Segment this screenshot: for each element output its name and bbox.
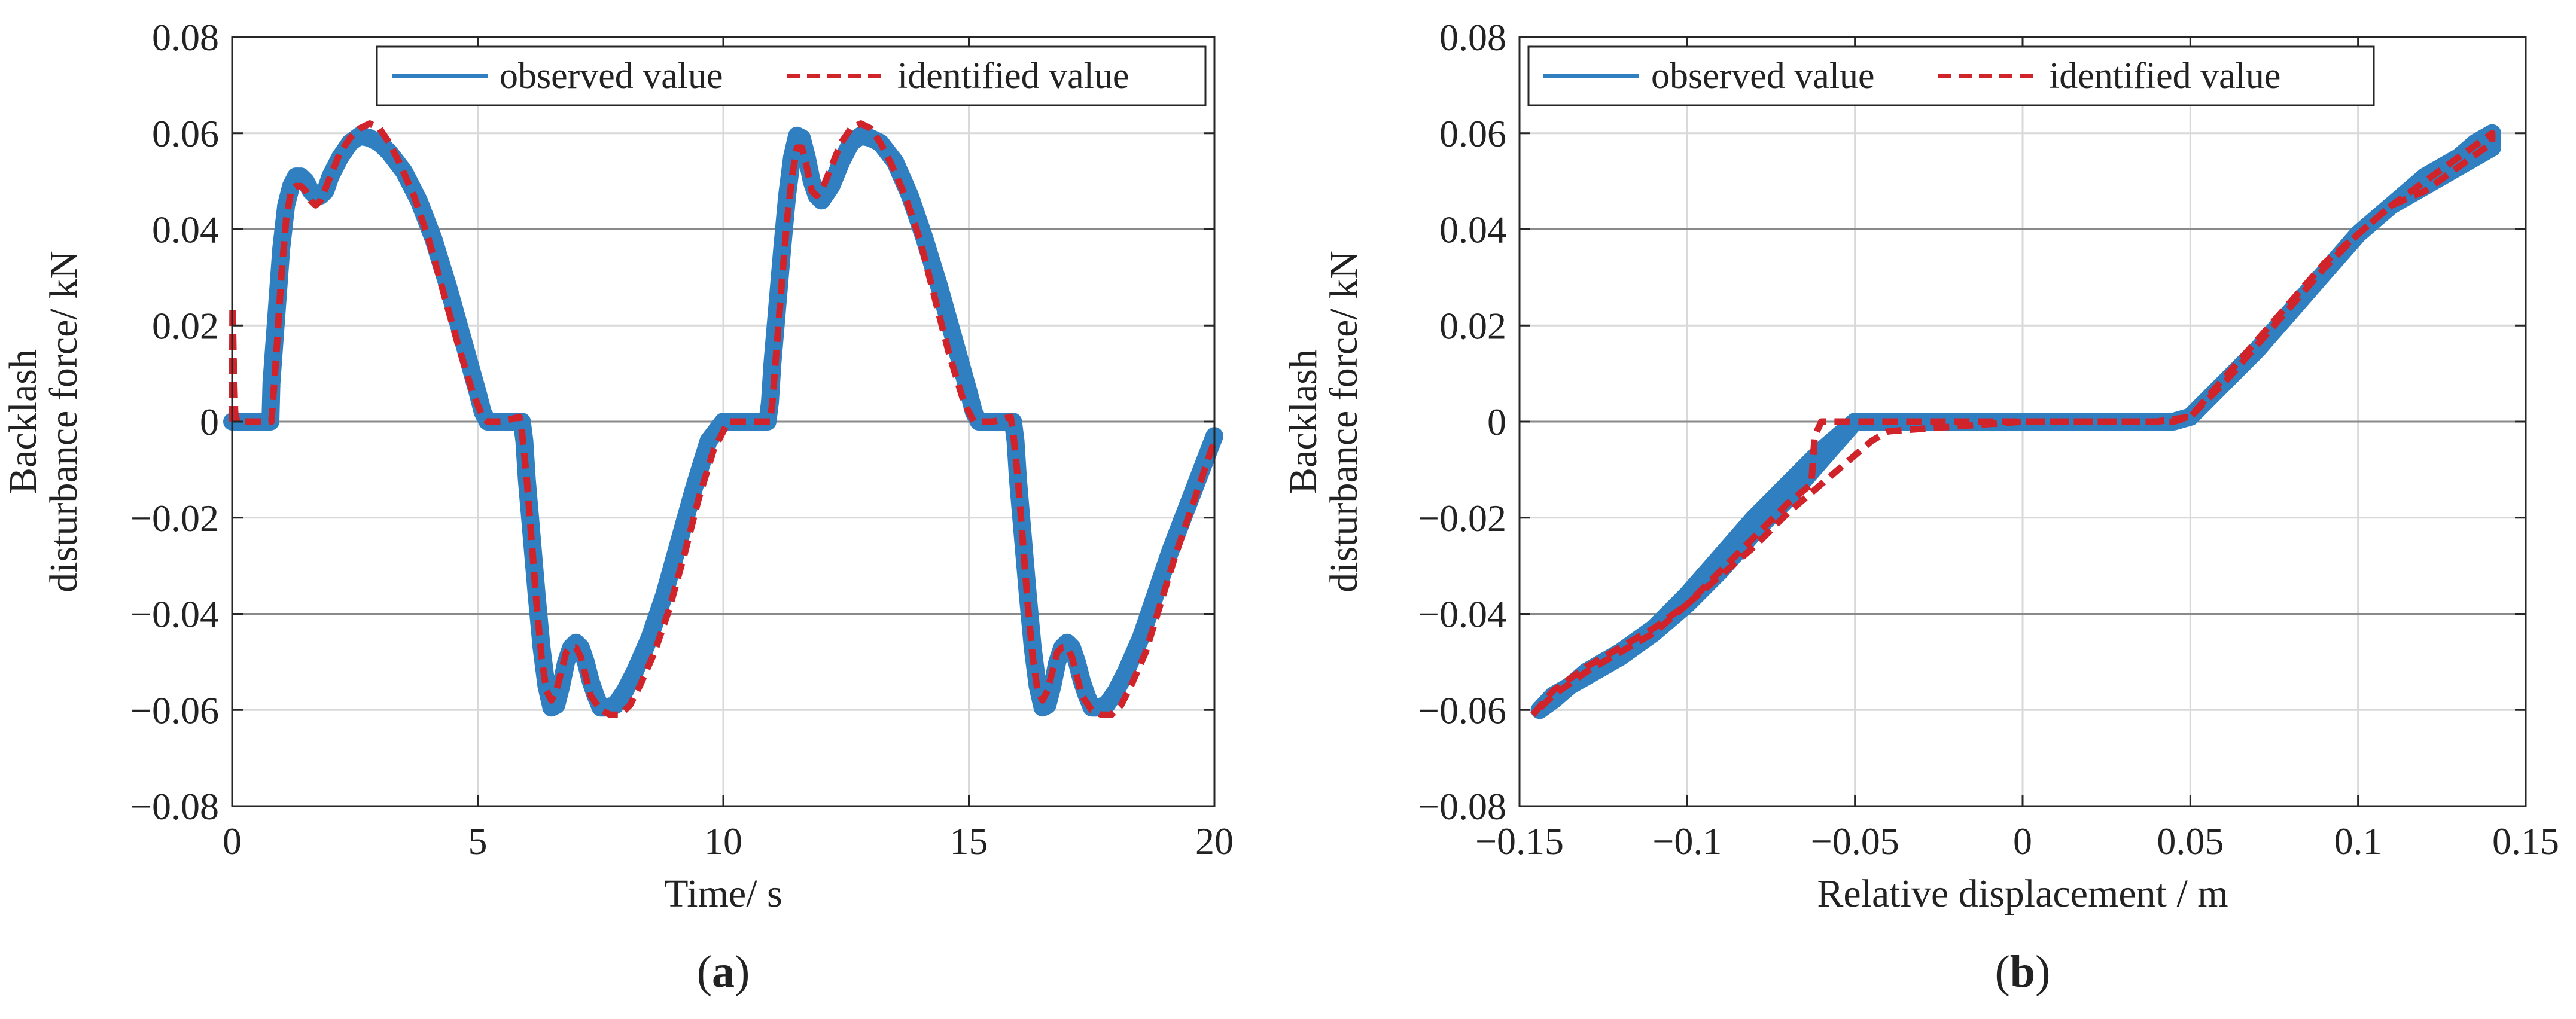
y-tick-label: −0.02 — [130, 497, 219, 539]
legend-label-observed: observed value — [500, 56, 723, 96]
y-tick-label: 0.04 — [152, 209, 219, 251]
y-tick-label: −0.08 — [130, 785, 219, 828]
x-tick-label: 15 — [950, 820, 988, 862]
y-tick-label: 0.06 — [152, 112, 219, 155]
x-tick-label: 0 — [2013, 820, 2032, 862]
y-tick-label: 0 — [200, 401, 219, 443]
x-tick-label: 20 — [1195, 820, 1234, 862]
panel-caption-letter: b — [2010, 947, 2035, 997]
y-axis-label-line2: disturbance force/ kN — [42, 251, 86, 593]
y-tick-label: −0.04 — [1418, 593, 1506, 636]
y-tick-label: −0.04 — [130, 593, 219, 636]
y-tick-label: −0.06 — [1418, 689, 1506, 731]
legend: observed value identified value — [376, 45, 1207, 106]
x-tick-label: −0.15 — [1475, 820, 1564, 862]
x-tick-label: −0.05 — [1811, 820, 1899, 862]
legend-label-identified: identified value — [2049, 56, 2280, 96]
y-axis-label-line2: disturbance force/ kN — [1322, 251, 1366, 593]
panel-caption: (b) — [1995, 947, 2051, 997]
y-tick-label: −0.06 — [130, 689, 219, 731]
y-axis-label-line1: Backlash — [1281, 349, 1325, 494]
x-tick-label: 5 — [468, 820, 488, 862]
legend: observed value identified value — [1527, 45, 2375, 106]
legend-label-observed: observed value — [1651, 56, 1875, 96]
y-tick-label: −0.08 — [1418, 785, 1506, 828]
y-tick-label: 0.08 — [152, 16, 219, 59]
x-axis-label: Time/ s — [664, 872, 782, 916]
y-axis-label-line1: Backlash — [1, 349, 45, 494]
chart-panel-b: −0.15 −0.1 −0.05 0 0.05 0.1 0.15 −0.08 −0.06 −0.0… — [1281, 16, 2559, 997]
y-tick-label: 0.08 — [1439, 16, 1506, 59]
x-tick-label: 0.05 — [2157, 820, 2224, 862]
series-line-identified-value — [229, 120, 1218, 718]
panel-caption: (a) — [697, 947, 750, 997]
x-axis-label: Relative displacement / m — [1817, 872, 2228, 916]
legend-label-identified: identified value — [897, 56, 1129, 96]
x-tick-label: 0 — [223, 820, 242, 862]
x-tick-label: 0.15 — [2492, 820, 2559, 862]
x-tick-label: 10 — [704, 820, 742, 862]
y-tick-label: 0.02 — [1439, 304, 1506, 347]
y-tick-label: 0.04 — [1439, 209, 1506, 251]
y-tick-label: 0.06 — [1439, 112, 1506, 155]
chart-panel-a: 0 5 10 15 20 −0.08 −0.06 −0.04 −0.02 0 0.02 0.04 0.0… — [1, 16, 1234, 997]
panel-caption-letter: a — [712, 947, 735, 997]
x-tick-label: −0.1 — [1652, 820, 1722, 862]
y-tick-label: −0.02 — [1418, 497, 1506, 539]
series-line-identified-value — [1530, 130, 2496, 718]
y-tick-label: 0 — [1487, 401, 1506, 443]
series-line-observed-value — [223, 126, 1223, 717]
y-tick-label: 0.02 — [152, 304, 219, 347]
x-tick-label: 0.1 — [2334, 820, 2382, 862]
